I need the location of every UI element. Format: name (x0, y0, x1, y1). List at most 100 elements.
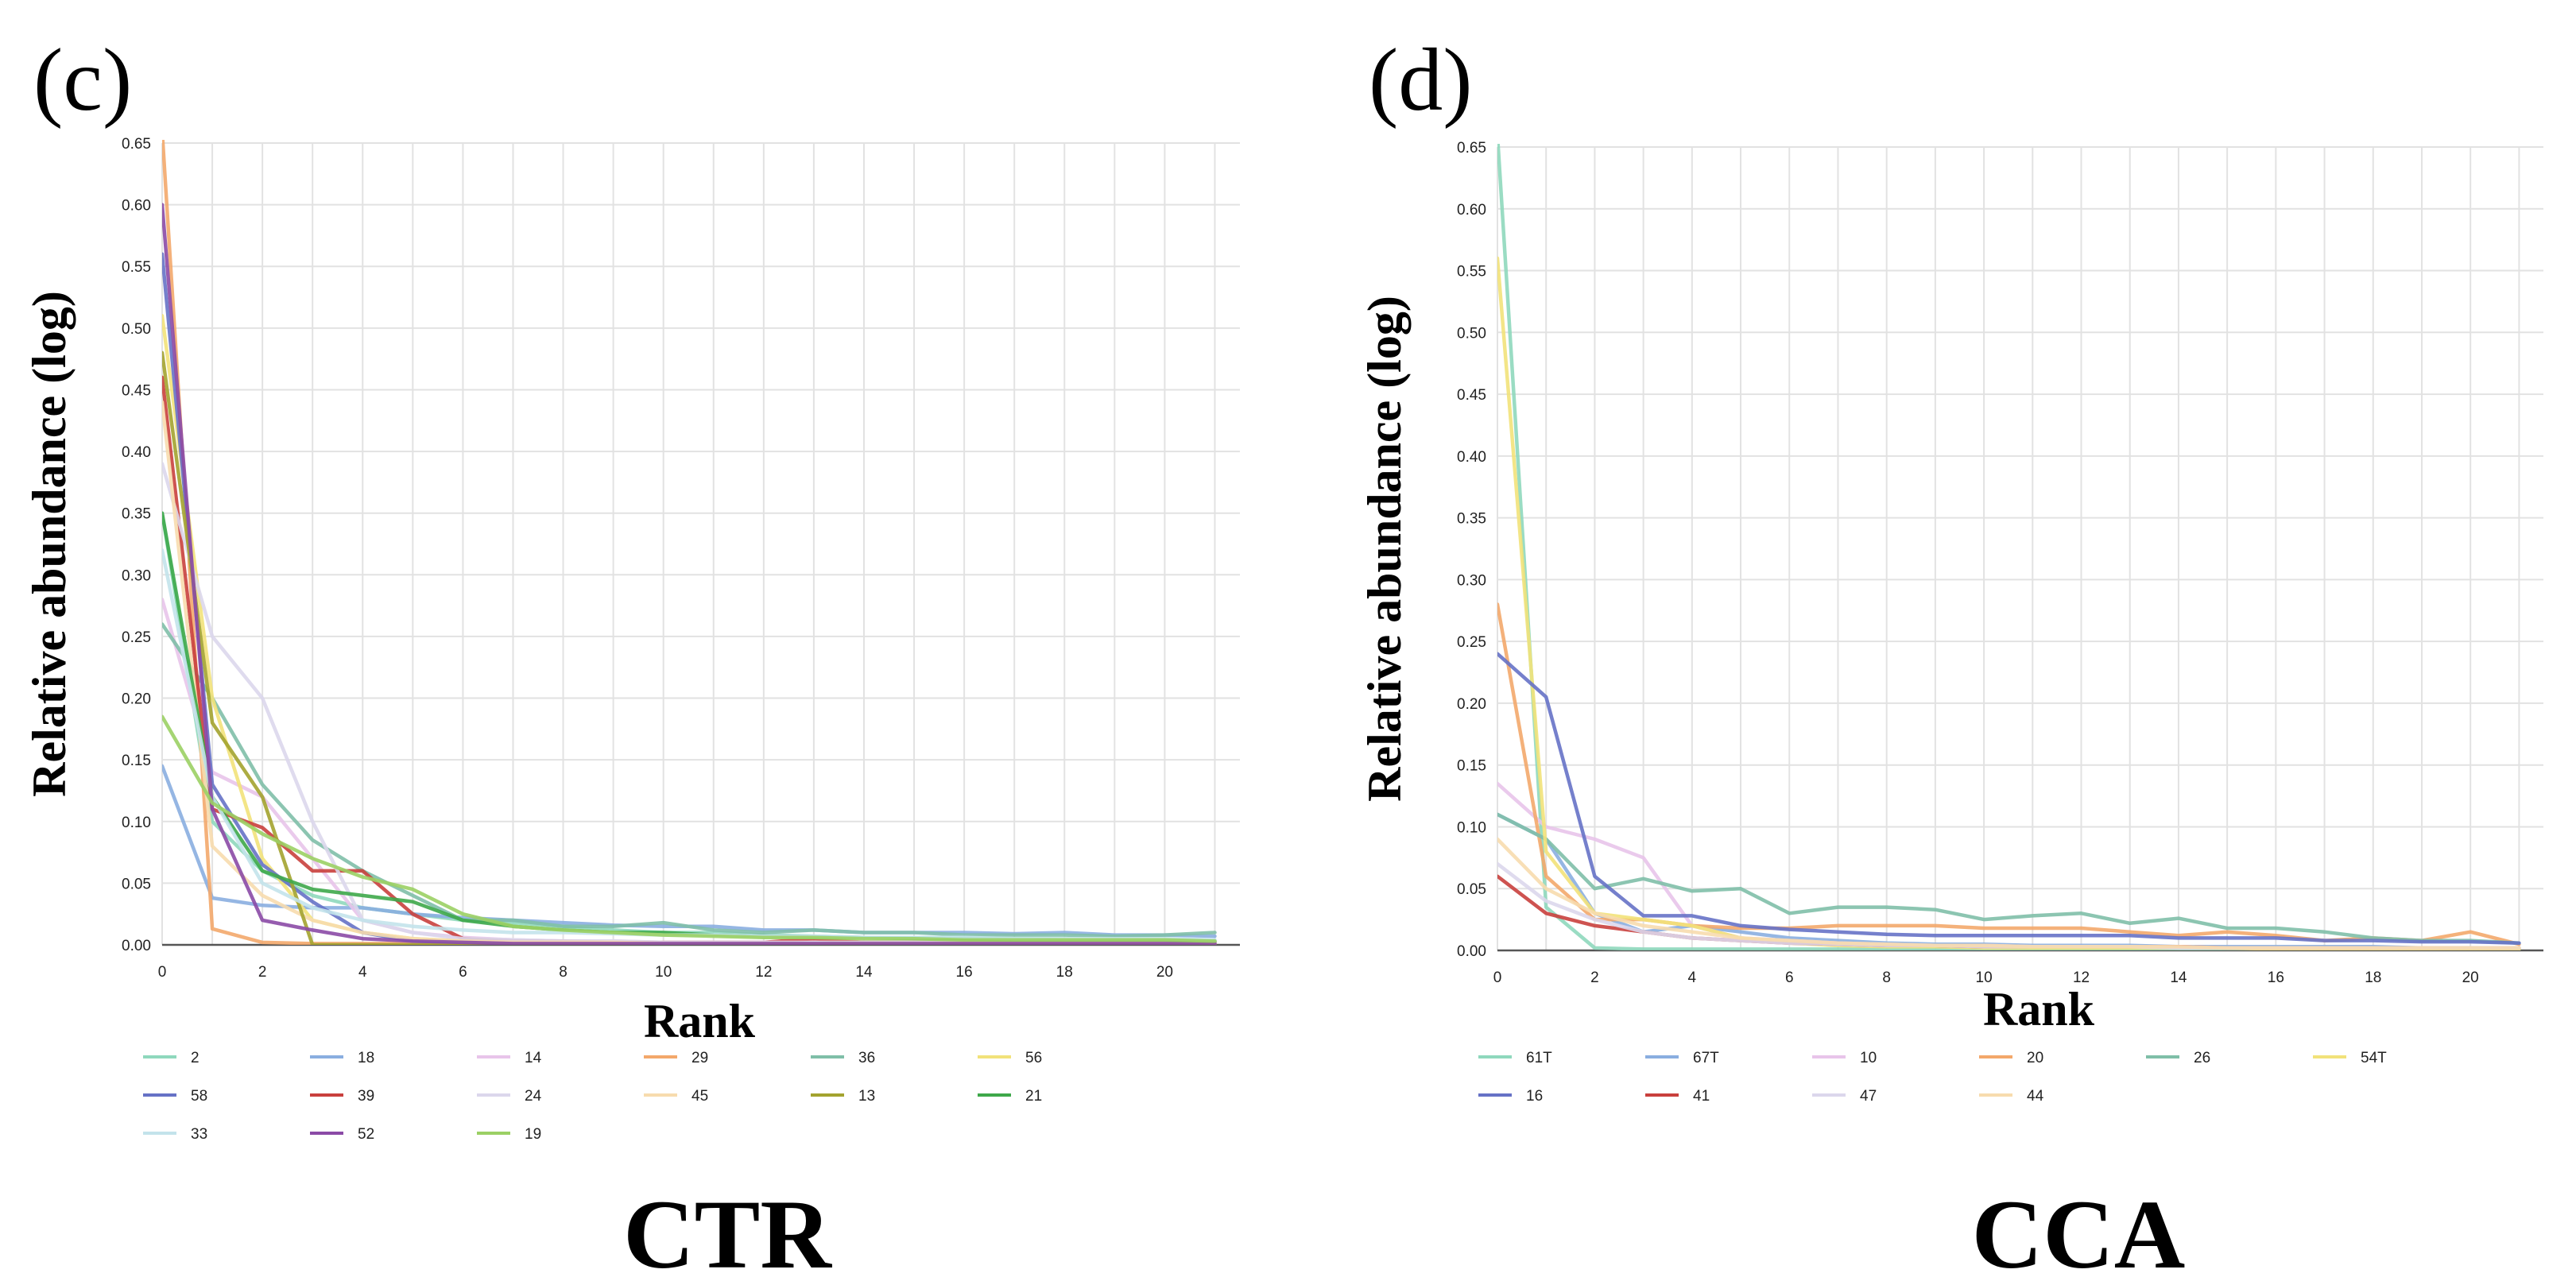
series-line-39 (162, 375, 1217, 945)
y-tick-label: 0.55 (1457, 264, 1486, 281)
y-tick-label: 0.35 (1457, 511, 1486, 528)
x-tick-label: 8 (1882, 969, 1891, 986)
x-tick-label: 0 (1493, 969, 1502, 986)
y-tick-label: 0.40 (122, 444, 151, 461)
legend-entry-56: 56 (1025, 1050, 1042, 1066)
legend-entry-26: 26 (2194, 1050, 2210, 1066)
x-tick-label: 18 (2365, 969, 2381, 986)
x-tick-label: 16 (956, 964, 973, 981)
legend-entry-33: 33 (191, 1126, 207, 1143)
legend-entry-67T: 67T (1693, 1050, 1719, 1066)
y-tick-label: 0.05 (122, 876, 151, 892)
legend-entry-39: 39 (358, 1088, 374, 1105)
series-line-13 (162, 350, 1217, 945)
x-tick-label: 20 (1156, 964, 1173, 981)
legend-entry-47: 47 (1860, 1088, 1877, 1105)
y-tick-label: 0.15 (1457, 758, 1486, 775)
x-axis-label: Rank (1983, 983, 2095, 1035)
y-tick-label: 0.00 (122, 938, 151, 954)
x-tick-label: 20 (2462, 969, 2479, 986)
y-axis-label: Relative abundance (log) (1358, 296, 1411, 802)
x-tick-label: 14 (2170, 969, 2187, 986)
y-tick-label: 0.20 (1457, 696, 1486, 713)
x-tick-label: 16 (2268, 969, 2284, 986)
legend-entry-44: 44 (2027, 1088, 2044, 1105)
y-tick-label: 0.65 (122, 136, 151, 153)
legend-entry-41: 41 (1693, 1088, 1710, 1105)
y-tick-label: 0.45 (122, 382, 151, 399)
y-tick-label: 0.05 (1457, 881, 1486, 898)
y-tick-label: 0.00 (1457, 943, 1486, 960)
y-tick-label: 0.25 (1457, 634, 1486, 651)
y-tick-label: 0.50 (1457, 325, 1486, 342)
x-tick-label: 6 (459, 964, 467, 981)
x-tick-label: 8 (559, 964, 567, 981)
series-line-56 (162, 314, 1217, 945)
legend-entry-54T: 54T (2361, 1050, 2387, 1066)
legend-entry-36: 36 (858, 1050, 875, 1066)
legend-entry-14: 14 (525, 1050, 542, 1066)
y-tick-label: 0.10 (1457, 819, 1486, 836)
series-line-36 (162, 622, 1217, 938)
series-line-16 (1497, 652, 2521, 945)
legend-entry-52: 52 (358, 1126, 374, 1143)
x-tick-label: 12 (2073, 969, 2090, 986)
legend-entry-10: 10 (1860, 1050, 1877, 1066)
legend-entry-24: 24 (525, 1088, 542, 1105)
y-tick-label: 0.40 (1457, 449, 1486, 466)
x-tick-label: 4 (358, 964, 367, 981)
x-tick-label: 10 (655, 964, 672, 981)
series-line-44 (1497, 837, 2521, 950)
legend-entry-29: 29 (691, 1050, 708, 1066)
chart-cca: 0.00 0.05 0.10 0.15 0.20 0.25 0.30 0.35 0.40 0.45… (1358, 140, 2543, 1105)
x-tick-label: 12 (755, 964, 772, 981)
y-tick-label: 0.60 (1457, 202, 1486, 219)
panel-c-title: CTR (623, 1180, 832, 1281)
panel-c-letter: (c) (33, 31, 132, 130)
y-tick-label: 0.55 (122, 259, 151, 276)
y-tick-label: 0.10 (122, 815, 151, 831)
y-tick-label: 0.15 (122, 753, 151, 769)
legend-entry-18: 18 (358, 1050, 374, 1066)
legend-entry-13: 13 (858, 1088, 875, 1105)
y-tick-label: 0.25 (122, 629, 151, 646)
x-tick-label: 0 (158, 964, 167, 981)
series-line-19 (162, 714, 1217, 943)
series-line-52 (162, 203, 1217, 945)
legend-entry-2: 2 (191, 1050, 199, 1066)
y-tick-label: 0.50 (122, 321, 151, 338)
y-tick-label: 0.30 (122, 567, 151, 584)
x-tick-label: 14 (855, 964, 873, 981)
legend-entry-45: 45 (691, 1088, 708, 1105)
panel-d-letter: (d) (1369, 31, 1473, 130)
series-line-54T (1497, 256, 2521, 950)
y-tick-label: 0.60 (122, 198, 151, 215)
chart-ctr: 0.00 0.05 0.10 0.15 0.20 0.25 0.30 0.35 0.40 0.45… (23, 136, 1240, 1143)
y-tick-label: 0.30 (1457, 572, 1486, 589)
series-line-21 (162, 511, 1217, 943)
x-tick-label: 2 (258, 964, 267, 981)
x-tick-label: 4 (1688, 969, 1697, 986)
series-line-33 (162, 548, 1217, 942)
x-tick-label: 2 (1590, 969, 1599, 986)
legend-entry-20: 20 (2027, 1050, 2043, 1066)
y-tick-label: 0.20 (122, 691, 151, 708)
series-line-10 (1497, 781, 2521, 950)
panel-d-title: CCA (1972, 1180, 2186, 1281)
legend-entry-61T: 61T (1526, 1050, 1552, 1066)
series-line-20 (1497, 602, 2521, 946)
series-group (1497, 144, 2521, 950)
legend-entry-58: 58 (191, 1088, 207, 1105)
legend-entry-16: 16 (1526, 1088, 1543, 1105)
x-axis-label: Rank (644, 995, 756, 1047)
legend-entry-19: 19 (525, 1126, 541, 1143)
y-tick-label: 0.35 (122, 506, 151, 523)
series-line-26 (1497, 812, 2521, 945)
y-tick-label: 0.65 (1457, 140, 1486, 157)
y-axis-label: Relative abundance (log) (23, 291, 76, 797)
x-tick-label: 18 (1056, 964, 1073, 981)
series-line-2 (162, 511, 1217, 943)
x-tick-label: 10 (1976, 969, 1993, 986)
legend-entry-21: 21 (1025, 1088, 1042, 1105)
